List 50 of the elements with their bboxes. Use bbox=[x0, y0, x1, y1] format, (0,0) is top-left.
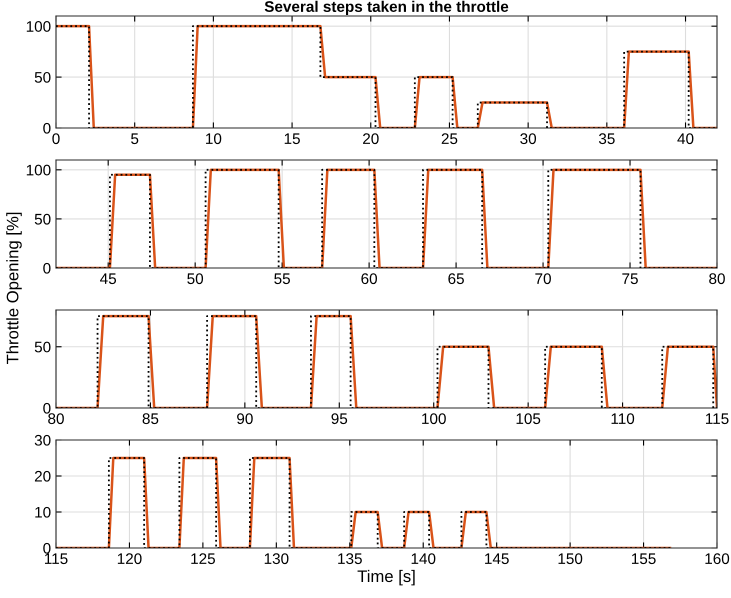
x-tick-label: 25 bbox=[442, 133, 458, 144]
x-tick-label: 70 bbox=[535, 273, 551, 284]
x-tick-label: 60 bbox=[361, 273, 378, 284]
y-tick-label: 50 bbox=[34, 72, 51, 83]
x-tick-label: 95 bbox=[332, 413, 348, 424]
x-tick-label: 20 bbox=[363, 133, 379, 144]
y-tick-label: 100 bbox=[26, 164, 51, 176]
y-tick-label: 100 bbox=[26, 21, 51, 32]
y-tick-label: 30 bbox=[34, 434, 51, 446]
x-tick-label: 160 bbox=[705, 553, 730, 564]
x-tick-label: 150 bbox=[558, 553, 582, 564]
x-tick-label: 30 bbox=[520, 133, 536, 144]
x-tick-label: 40 bbox=[677, 133, 694, 144]
x-tick-label: 80 bbox=[709, 273, 725, 284]
x-tick-label: 125 bbox=[191, 553, 215, 564]
x-tick-label: 120 bbox=[118, 553, 142, 564]
y-tick-label: 20 bbox=[34, 470, 51, 482]
x-tick-label: 15 bbox=[284, 133, 300, 144]
x-tick-label: 50 bbox=[187, 273, 204, 284]
x-tick-label: 90 bbox=[237, 413, 253, 424]
x-tick-label: 10 bbox=[206, 133, 222, 144]
y-tick-label: 0 bbox=[43, 262, 51, 274]
x-tick-label: 35 bbox=[598, 133, 615, 144]
x-tick-label: 110 bbox=[612, 413, 634, 424]
x-tick-label: 105 bbox=[516, 413, 540, 424]
x-tick-label: 85 bbox=[142, 413, 158, 424]
y-axis-title: Throttle Opening [%] bbox=[6, 212, 22, 364]
x-tick-label: 65 bbox=[448, 273, 464, 284]
x-tick-label: 80 bbox=[48, 413, 64, 424]
x-axis-title: Time [s] bbox=[358, 570, 415, 586]
x-tick-label: 115 bbox=[706, 413, 729, 424]
y-tick-label: 0 bbox=[43, 542, 51, 554]
x-tick-label: 155 bbox=[632, 553, 656, 564]
x-tick-label: 135 bbox=[338, 553, 362, 564]
x-tick-label: 145 bbox=[485, 553, 509, 564]
x-tick-label: 115 bbox=[44, 553, 68, 564]
y-tick-label: 10 bbox=[35, 506, 51, 518]
x-tick-label: 55 bbox=[274, 273, 290, 284]
x-tick-label: 0 bbox=[52, 133, 60, 144]
x-tick-label: 100 bbox=[422, 413, 446, 424]
x-tick-label: 130 bbox=[264, 553, 288, 564]
y-tick-label: 50 bbox=[34, 342, 51, 352]
x-tick-label: 5 bbox=[131, 133, 138, 144]
x-tick-label: 140 bbox=[412, 553, 436, 564]
y-tick-label: 50 bbox=[34, 214, 51, 225]
y-tick-label: 0 bbox=[43, 122, 51, 134]
chart-title: Several steps taken in the throttle bbox=[264, 0, 508, 16]
x-tick-label: 45 bbox=[100, 273, 116, 284]
y-tick-label: 0 bbox=[43, 402, 51, 414]
x-tick-label: 75 bbox=[622, 273, 638, 284]
